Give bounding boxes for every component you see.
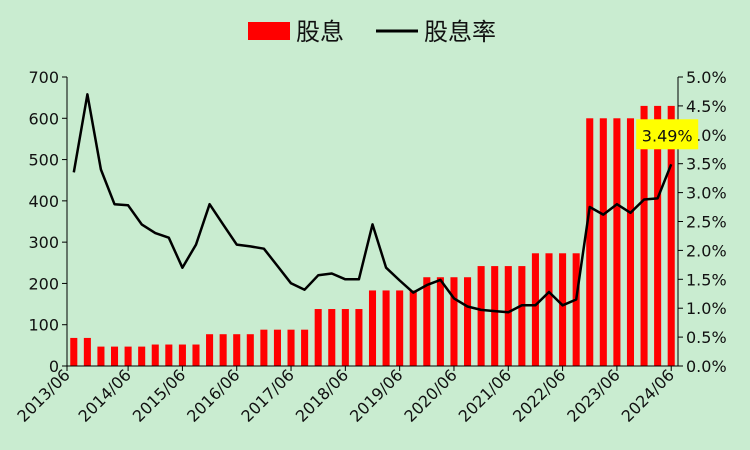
x-tick-label: 2024/06 — [618, 365, 678, 425]
bar-dividend — [341, 309, 349, 366]
legend-label-dividend: 股息 — [296, 18, 344, 46]
annotation: 3.49% — [636, 119, 699, 150]
y-left-tick-label: 500 — [28, 151, 59, 170]
x-tick-label: 2022/06 — [509, 365, 569, 425]
bar-dividend — [368, 290, 377, 366]
bar-dividend — [559, 253, 567, 366]
bar-dividend — [97, 346, 105, 366]
annotation-label: 3.49% — [642, 126, 693, 145]
bar-dividend — [233, 334, 241, 366]
y-right-tick-label: 2.0% — [686, 241, 727, 260]
x-tick-label: 2021/06 — [455, 365, 515, 425]
bar-dividend — [640, 105, 648, 367]
legend-swatch-dividend — [248, 22, 290, 40]
y-right-tick-label: 1.0% — [686, 299, 727, 318]
y-right-tick-label: 3.5% — [686, 155, 727, 174]
bar-dividend — [464, 277, 472, 366]
bar-dividend — [396, 290, 404, 366]
x-tick-label: 2017/06 — [237, 365, 297, 425]
y-right-tick-label: 0.0% — [686, 357, 727, 376]
y-right-tick-label: 1.5% — [686, 270, 727, 289]
bar-dividend — [667, 105, 675, 367]
line-series-yield — [72, 93, 673, 314]
y-left-tick-label: 200 — [28, 274, 59, 293]
bar-dividend — [219, 334, 227, 366]
bar-dividend — [151, 344, 159, 366]
bar-dividend — [599, 118, 607, 366]
bar-dividend — [545, 253, 553, 366]
y-left-tick-label: 300 — [28, 233, 59, 252]
bar-dividend — [273, 329, 281, 366]
bar-dividend — [70, 337, 78, 366]
bar-dividend — [83, 337, 91, 366]
bar-dividend — [613, 118, 621, 366]
bar-dividend — [572, 253, 580, 366]
legend-label-yield: 股息率 — [424, 18, 496, 46]
bar-dividend — [504, 266, 512, 366]
y-left-tick-label: 700 — [28, 68, 59, 87]
bar-dividend — [206, 334, 214, 366]
bar-series-dividend — [70, 105, 675, 367]
x-tick-label: 2018/06 — [292, 365, 352, 425]
bar-dividend — [586, 118, 594, 366]
bar-dividend — [246, 334, 254, 366]
bar-dividend — [450, 277, 458, 366]
y-right-tick-label: 2.5% — [686, 213, 727, 232]
y-left-tick-label: 400 — [28, 192, 59, 211]
bar-dividend — [301, 329, 309, 366]
x-tick-label: 2013/06 — [13, 365, 73, 425]
y-left-tick-label: 100 — [28, 316, 59, 335]
x-tick-label: 2023/06 — [563, 365, 623, 425]
bar-dividend — [654, 105, 662, 367]
bar-dividend — [423, 277, 431, 366]
bar-dividend — [477, 266, 485, 366]
x-tick-label: 2020/06 — [400, 365, 460, 425]
bar-dividend — [518, 266, 526, 366]
x-tick-label: 2019/06 — [346, 365, 406, 425]
bar-dividend — [382, 290, 390, 366]
bar-dividend — [110, 346, 119, 366]
bar-dividend — [260, 329, 268, 366]
x-tick-label: 2015/06 — [129, 365, 189, 425]
bar-dividend — [436, 277, 444, 366]
bar-dividend — [138, 346, 146, 366]
x-tick-label: 2016/06 — [183, 365, 243, 425]
y-left-tick-label: 600 — [28, 109, 59, 128]
bar-dividend — [314, 309, 322, 366]
y-right-tick-label: 0.5% — [686, 328, 727, 347]
bar-dividend — [192, 344, 200, 366]
bar-dividend — [355, 309, 363, 366]
y-right-tick-label: 5.0% — [686, 68, 727, 87]
y-right-tick-label: 3.0% — [686, 184, 727, 203]
bar-dividend — [287, 329, 295, 366]
bar-dividend — [165, 344, 173, 366]
bar-dividend — [491, 266, 499, 366]
y-left-tick-label: 0 — [49, 357, 59, 376]
bar-dividend — [328, 309, 336, 366]
bar-dividend — [124, 346, 132, 366]
bar-dividend — [178, 344, 186, 366]
legend: 股息 股息率 — [248, 18, 496, 46]
annotation-box — [636, 119, 699, 150]
bar-dividend — [531, 253, 539, 366]
x-tick-label: 2014/06 — [74, 365, 134, 425]
bar-dividend — [409, 290, 417, 366]
bar-dividend — [626, 118, 635, 366]
y-right-tick-label: 4.5% — [686, 97, 727, 116]
